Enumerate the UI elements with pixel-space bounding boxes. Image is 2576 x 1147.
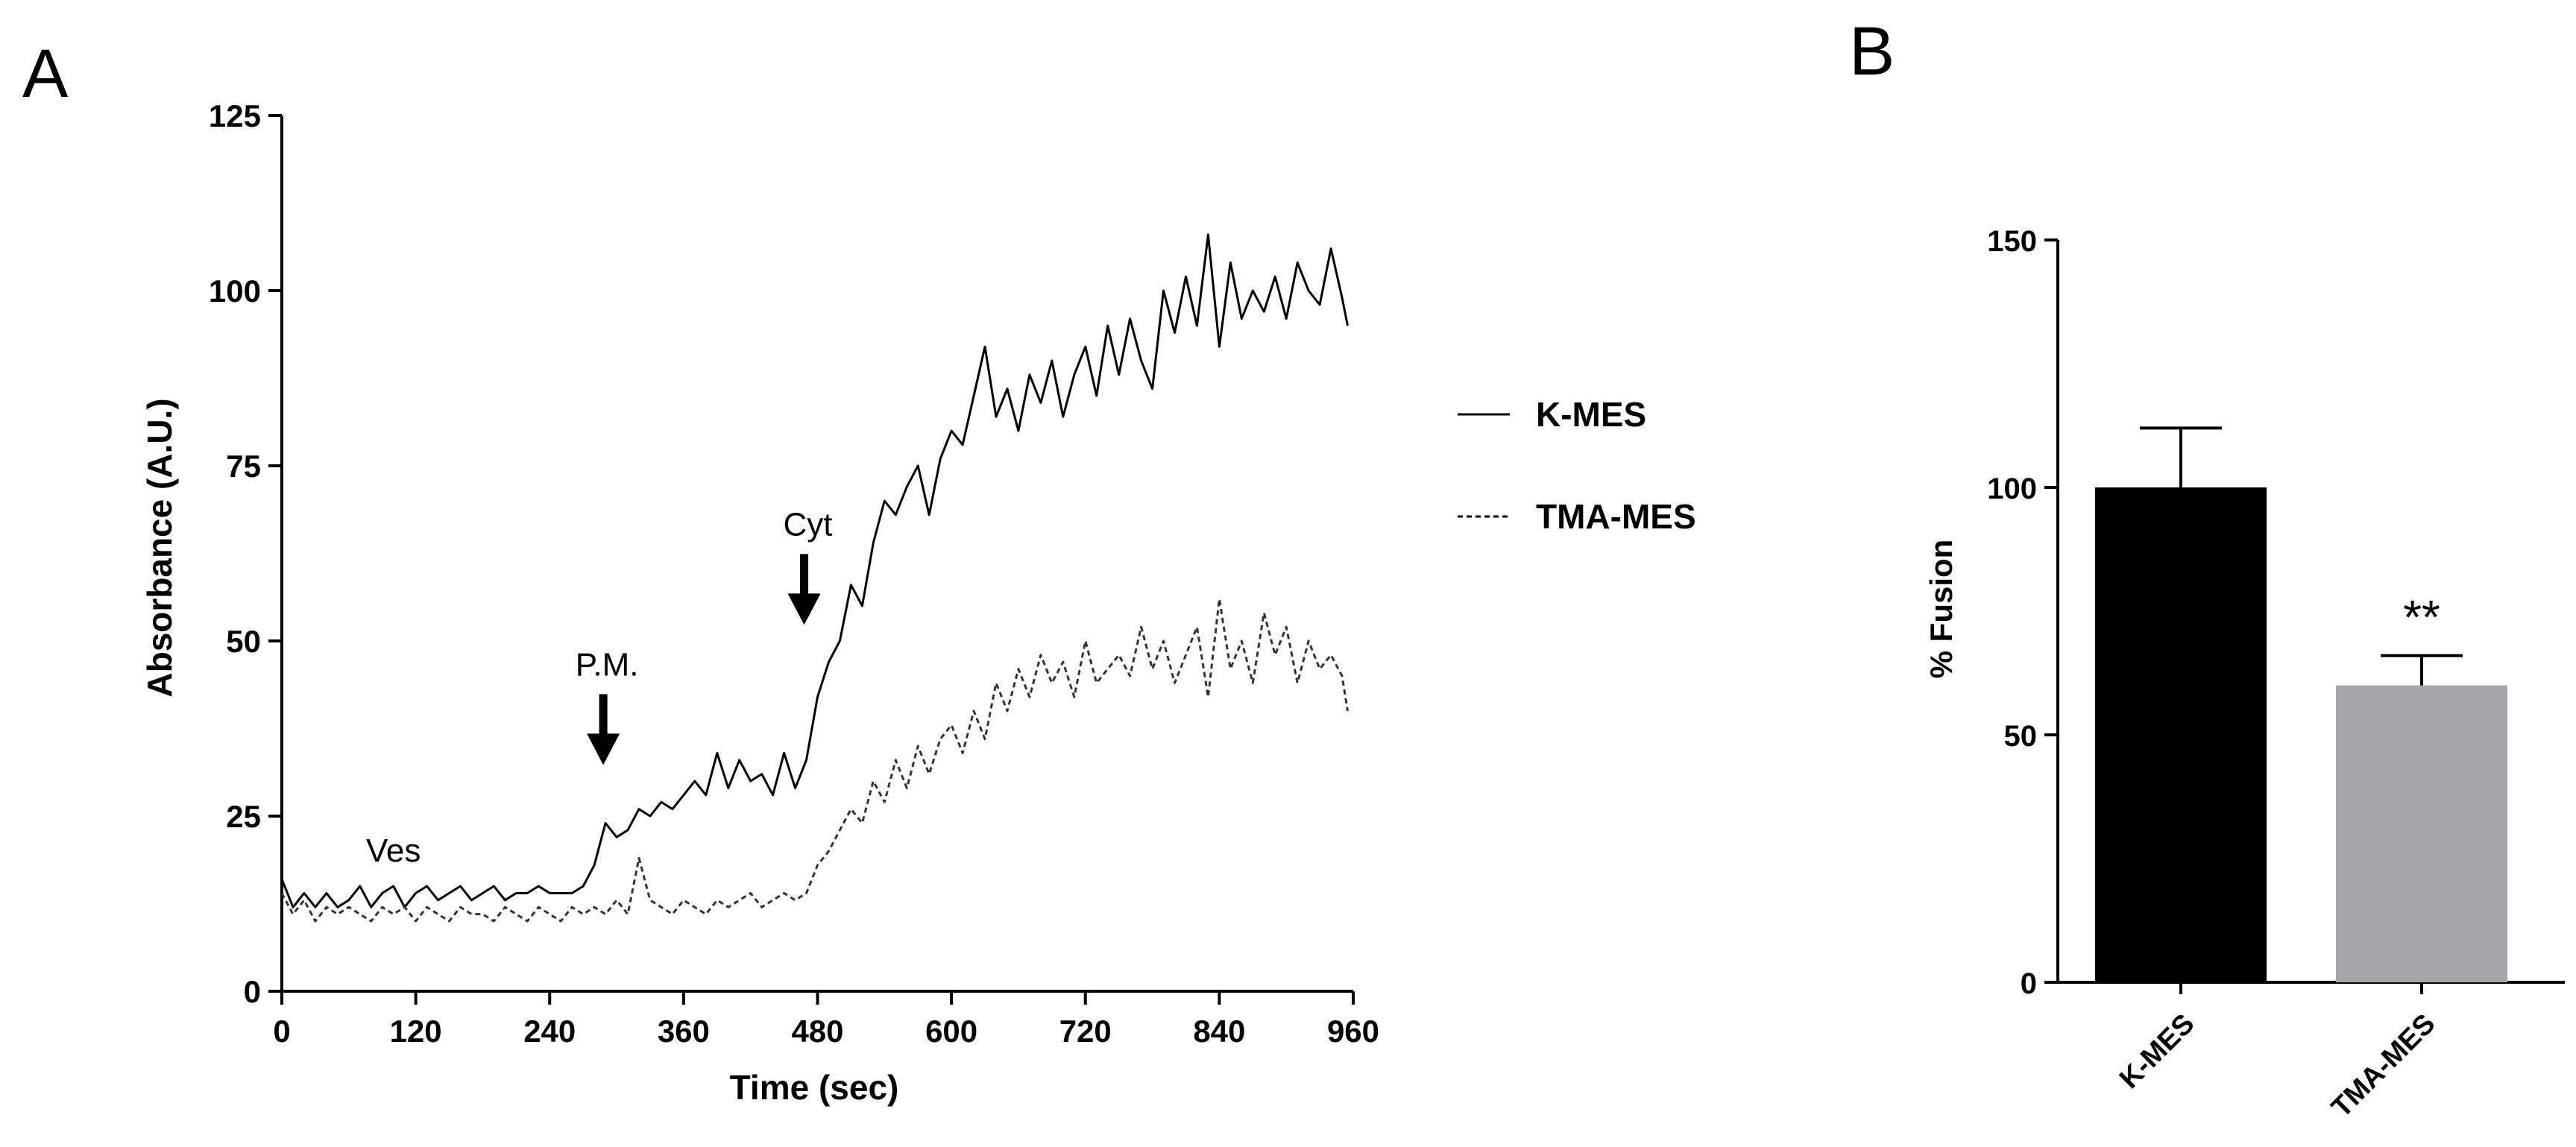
- panel-a-annotations: Ves P.M. Cyt: [366, 506, 833, 869]
- panel-b-y-tick-label: 50: [2004, 720, 2038, 753]
- down-arrow-icon: [787, 593, 821, 625]
- panel-a-x-tick-label: 360: [658, 1014, 710, 1049]
- panel-b-y-axis-label: % Fusion: [1924, 540, 1959, 679]
- panel-a-annotation-label: Ves: [366, 832, 421, 869]
- panel-b-bars: K-MES TMA-MES **: [2095, 426, 2507, 1124]
- panel-b-y-tick-label: 150: [1987, 225, 2037, 258]
- panel-a-axes: [280, 116, 1353, 993]
- panel-a-series-line-tma-mes: [280, 598, 1349, 923]
- panel-a-series-line-k-mes: [280, 233, 1349, 909]
- panel-b-bar-k-mes: [2095, 487, 2267, 982]
- panel-a-x-axis-label: Time (sec): [730, 1068, 899, 1107]
- panel-b-bar-tma-mes: [2336, 685, 2507, 982]
- panel-b-ticks: 0 50 100 150: [1987, 225, 2058, 1000]
- panel-a-legend-label: K-MES: [1536, 395, 1646, 434]
- panel-b-significance-marker: **: [2403, 590, 2440, 644]
- panel-a-annotation-label: Cyt: [784, 506, 833, 543]
- panel-a-annotation-label: P.M.: [576, 646, 639, 683]
- panel-a-x-tick-label: 720: [1059, 1014, 1112, 1049]
- panel-b-bar-chart: 0 50 100 150 K-MES TMA-MES ** % Fusion: [1924, 225, 2565, 1124]
- panel-a-x-tick-label: 960: [1327, 1014, 1379, 1049]
- down-arrow-icon: [587, 733, 620, 765]
- panel-a-line-chart: 0 120 240 360 480 600 720 840 960 0 25 50 75 100 125 V…: [140, 98, 1696, 1107]
- panel-a-y-axis-label: Absorbance (A.U.): [140, 398, 179, 697]
- panel-a-x-tick-label: 0: [273, 1014, 290, 1049]
- panel-a-x-tick-label: 600: [925, 1014, 977, 1049]
- panel-b-y-tick-label: 100: [1987, 473, 2037, 505]
- panel-b-x-tick-label: TMA-MES: [2325, 1008, 2441, 1124]
- panel-a-y-tick-label: 25: [226, 799, 261, 834]
- panel-a-y-tick-label: 125: [209, 98, 261, 133]
- panel-a-label: A: [22, 36, 69, 112]
- panel-a-x-tick-label: 120: [390, 1014, 442, 1049]
- panel-a-x-tick-label: 840: [1193, 1014, 1245, 1049]
- panel-a-x-tick-label: 240: [523, 1014, 576, 1049]
- panel-a-legend-label: TMA-MES: [1536, 497, 1696, 536]
- panel-a-y-tick-label: 0: [244, 974, 261, 1009]
- panel-a-y-tick-label: 75: [226, 449, 261, 484]
- panel-b-label: B: [1849, 13, 1895, 89]
- panel-a-x-tick-label: 480: [791, 1014, 843, 1049]
- panel-b-x-tick-label: K-MES: [2114, 1008, 2200, 1095]
- panel-a-legend: K-MES TMA-MES: [1458, 395, 1696, 536]
- panel-a-series: [280, 233, 1349, 923]
- panel-a-ticks: 0 120 240 360 480 600 720 840 960 0 25 50 75 100 125: [209, 98, 1379, 1049]
- panel-a-y-tick-label: 50: [226, 624, 261, 659]
- panel-a-y-tick-label: 100: [209, 274, 261, 309]
- panel-b-y-tick-label: 0: [2021, 967, 2037, 1000]
